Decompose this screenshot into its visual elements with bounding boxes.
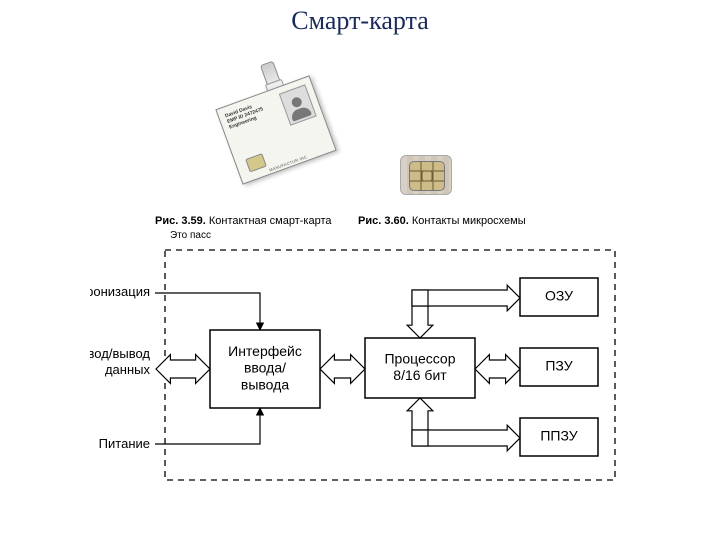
caption-fig60: Рис. 3.60. Контакты микросхемы [358, 215, 526, 227]
caption-fig60-prefix: Рис. 3.60. [358, 215, 409, 227]
svg-text:Интерфейс: Интерфейс [228, 343, 302, 359]
caption-fig59: Рис. 3.59. Контактная смарт-карта [155, 215, 332, 227]
svg-text:Процессор: Процессор [384, 350, 455, 366]
chip-contacts-illustration [400, 155, 452, 195]
smartcard-block-diagram: Интерфейсввода/вывода Процессор8/16 бит ОЗ… [90, 238, 635, 508]
svg-text:Питание: Питание [99, 436, 150, 451]
page-title: Смарт-карта [0, 6, 720, 36]
svg-text:ввода/: ввода/ [244, 360, 286, 376]
svg-text:Синхронизация: Синхронизация [90, 284, 150, 299]
svg-text:Ввод/вывод: Ввод/вывод [90, 346, 150, 361]
caption-fig59-text: Контактная смарт-карта [209, 215, 332, 227]
svg-text:данных: данных [105, 362, 151, 377]
svg-text:вывода: вывода [241, 377, 289, 393]
caption-fig60-text: Контакты микросхемы [412, 215, 526, 227]
caption-fig59-prefix: Рис. 3.59. [155, 215, 206, 227]
smartcard-illustration: David Davis EMP ID 2472475 Engineering M… [200, 50, 350, 200]
svg-text:ППЗУ: ППЗУ [540, 428, 577, 444]
svg-text:8/16 бит: 8/16 бит [393, 367, 447, 383]
svg-text:ПЗУ: ПЗУ [545, 358, 572, 374]
svg-text:ОЗУ: ОЗУ [545, 288, 573, 304]
